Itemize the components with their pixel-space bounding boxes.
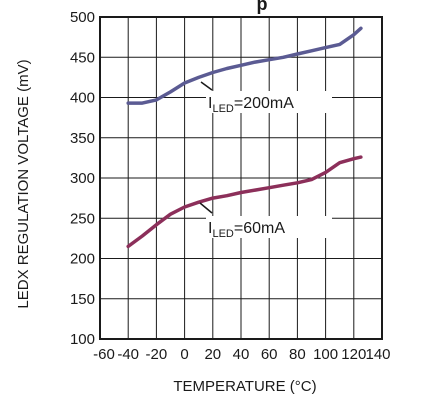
y-tick-label: 450 [70,49,95,66]
plot-frame [99,16,383,340]
x-tick-label: 80 [289,346,306,363]
y-tick-label: 300 [70,170,95,187]
grid [100,17,382,339]
annotation-background [206,91,332,113]
x-tick-label: 140 [365,346,390,363]
series-line-1 [126,26,363,105]
x-tick-label: 120 [341,346,366,363]
x-tick-label: 100 [313,346,338,363]
annotation-background [206,216,332,238]
series-layer [126,26,363,249]
y-tick-label: 150 [70,291,95,308]
series-annotation-label: ILED=200mA [208,95,294,115]
x-tick-labels: -60 -40 -20 0 20 40 60 80 100 120 140 [93,346,390,363]
annotations: ILED=200mA ILED=60mA [199,81,332,240]
series-annotation-label: ILED=60mA [208,220,285,240]
y-tick-label: 400 [70,90,95,107]
x-tick-label: -20 [146,346,168,363]
x-tick-label: -60 [93,346,115,363]
y-tick-label: 250 [70,210,95,227]
series-line-2 [126,155,363,249]
y-tick-label: 200 [70,251,95,268]
y-tick-label: 350 [70,130,95,147]
chart-title-fragment: p [257,0,268,14]
y-tick-label: 100 [70,331,95,348]
annotation-leader-line [199,202,213,214]
annotation-leader-line [200,81,213,91]
x-tick-label: 0 [180,346,188,363]
x-tick-label: 20 [204,346,221,363]
y-tick-labels: 100 150 200 250 300 350 400 450 500 [70,9,95,348]
y-axis-title: LEDX REGULATION VOLTAGE (mV) [15,59,32,308]
x-tick-label: 40 [233,346,250,363]
x-tick-label: -40 [117,346,139,363]
x-tick-label: 60 [261,346,278,363]
x-axis-title: TEMPERATURE (°C) [173,378,316,395]
y-tick-label: 500 [70,9,95,26]
